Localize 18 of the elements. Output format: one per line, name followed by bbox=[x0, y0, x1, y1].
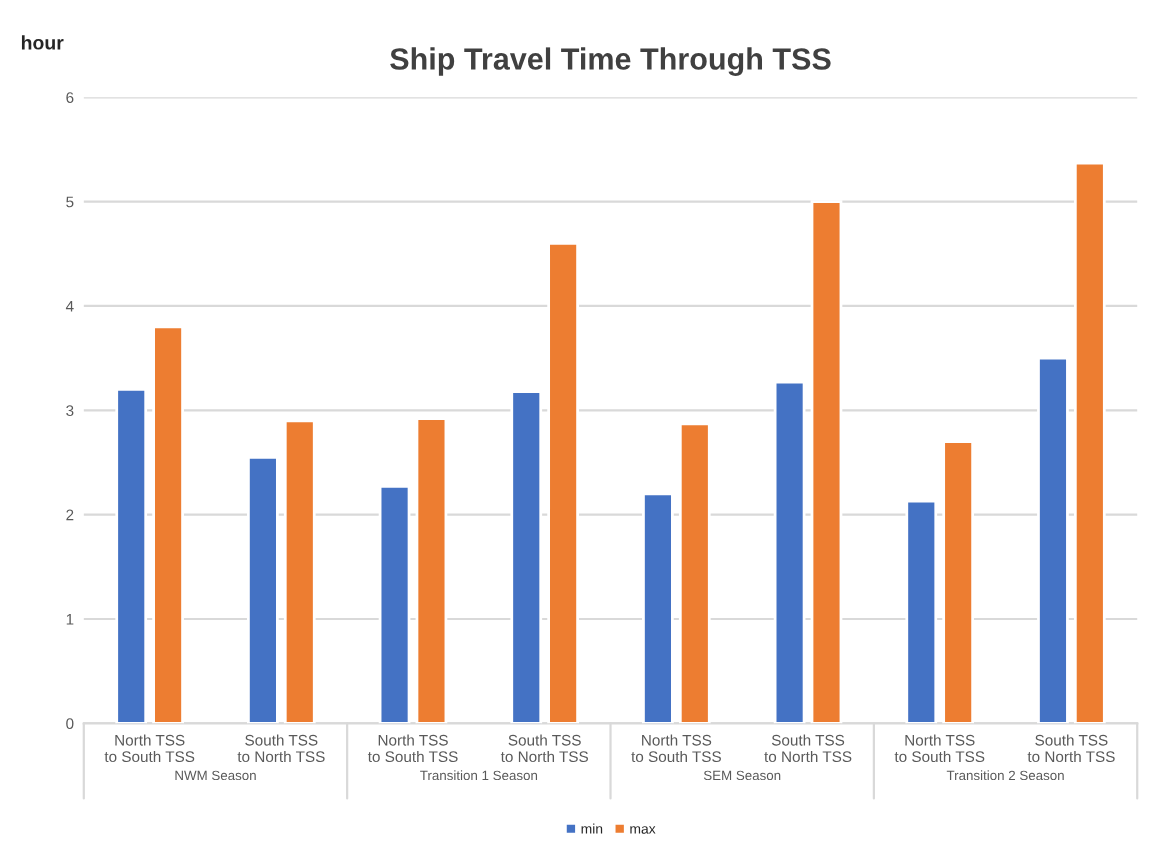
bar bbox=[115, 388, 148, 724]
bar bbox=[283, 419, 316, 724]
bar bbox=[810, 200, 843, 724]
bar bbox=[642, 492, 674, 724]
bar bbox=[942, 440, 975, 724]
bar bbox=[1073, 161, 1106, 724]
bar bbox=[378, 485, 411, 724]
chart-title: Ship Travel Time Through TSS bbox=[390, 47, 831, 76]
bar bbox=[247, 455, 279, 724]
bar bbox=[1037, 356, 1069, 724]
bar bbox=[547, 241, 579, 724]
y-axis-title: hour bbox=[21, 35, 64, 50]
bar bbox=[905, 499, 938, 724]
bar bbox=[152, 325, 184, 724]
bar bbox=[415, 417, 448, 724]
bar bbox=[773, 380, 806, 724]
bar bbox=[678, 422, 711, 724]
bar bbox=[510, 390, 543, 724]
